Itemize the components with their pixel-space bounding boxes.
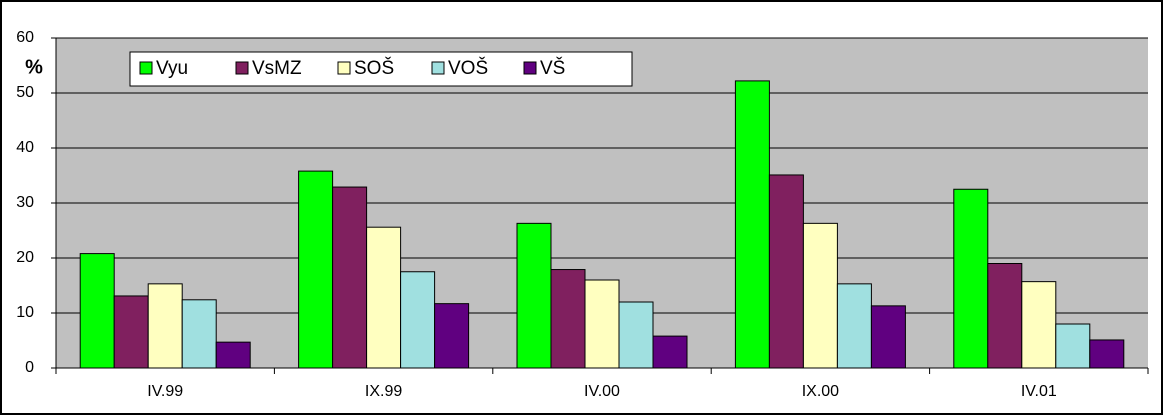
bar bbox=[434, 303, 470, 369]
bar bbox=[550, 269, 586, 369]
x-tick-label: IX.00 bbox=[802, 383, 839, 400]
bar bbox=[147, 283, 183, 369]
bar bbox=[1021, 281, 1057, 369]
bar bbox=[987, 263, 1023, 369]
x-tick-label: IV.01 bbox=[1021, 383, 1057, 400]
bar bbox=[802, 222, 838, 369]
y-axis-label: % bbox=[25, 56, 43, 78]
x-tick-label: IX.99 bbox=[365, 383, 402, 400]
bar bbox=[652, 335, 688, 369]
bar bbox=[870, 305, 906, 369]
x-tick-label: IV.00 bbox=[584, 383, 620, 400]
legend-swatch bbox=[235, 61, 249, 75]
bar bbox=[768, 174, 804, 369]
legend-box bbox=[129, 51, 633, 87]
y-tick-label: 0 bbox=[25, 359, 34, 376]
x-tick-label: IV.99 bbox=[147, 383, 183, 400]
legend-swatch bbox=[139, 61, 153, 75]
y-tick-label: 20 bbox=[16, 249, 34, 266]
legend-label: VOŠ bbox=[448, 57, 488, 79]
y-tick-label: 50 bbox=[16, 84, 34, 101]
bar bbox=[734, 80, 770, 369]
legend-label: SOŠ bbox=[354, 57, 394, 79]
legend-label: VsMZ bbox=[252, 58, 302, 79]
bar bbox=[366, 226, 402, 369]
bar bbox=[181, 299, 217, 369]
legend: Vyu VsMZ SOŠ VOŠ VŠ bbox=[129, 51, 633, 87]
legend-swatch bbox=[523, 61, 537, 75]
y-tick-label: 40 bbox=[16, 139, 34, 156]
bar bbox=[113, 295, 149, 369]
bar bbox=[215, 341, 251, 369]
bar bbox=[516, 222, 552, 369]
bar bbox=[400, 271, 436, 369]
legend-label: Vyu bbox=[156, 58, 188, 79]
bar bbox=[953, 188, 989, 369]
y-tick-label: 60 bbox=[16, 29, 34, 46]
bar bbox=[1055, 323, 1091, 369]
y-tick-label: 10 bbox=[16, 304, 34, 321]
y-tick-label: 30 bbox=[16, 194, 34, 211]
bar bbox=[1089, 339, 1125, 369]
legend-swatch bbox=[431, 61, 445, 75]
bar bbox=[584, 279, 620, 369]
bar bbox=[79, 253, 115, 369]
bar bbox=[298, 170, 334, 369]
bar bbox=[836, 283, 872, 369]
legend-swatch bbox=[337, 61, 351, 75]
bar bbox=[332, 186, 368, 369]
bar bbox=[618, 301, 654, 369]
legend-label: VŠ bbox=[540, 57, 565, 79]
